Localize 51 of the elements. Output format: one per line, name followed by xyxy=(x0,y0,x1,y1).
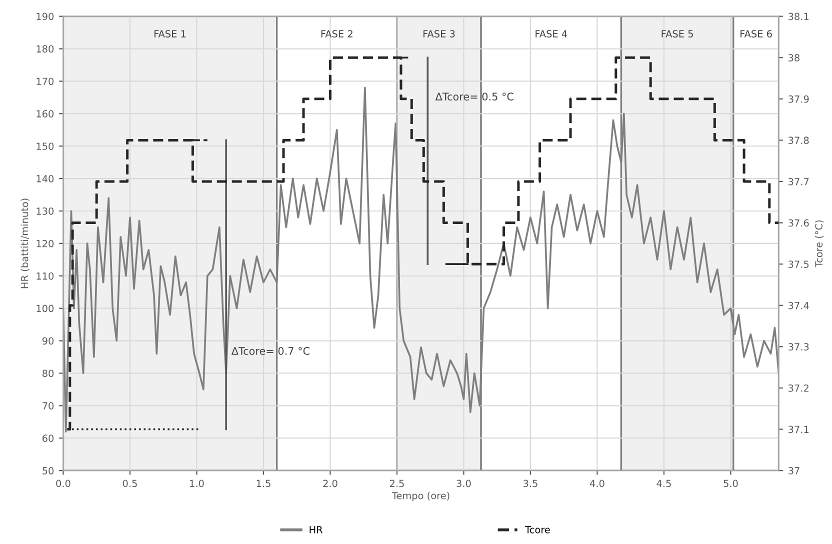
y2-axis-title: Tcore (°C) xyxy=(814,220,824,268)
y2-tick-label: 37 xyxy=(788,467,800,474)
band-label: FASE 2 xyxy=(321,30,352,38)
x-tick-label: 1.0 xyxy=(190,480,204,488)
y2-tick-label: 37.3 xyxy=(788,343,809,351)
y2-tick-label: 37.7 xyxy=(788,178,809,186)
y-tick-label: 60 xyxy=(42,434,54,442)
legend-label: Tcore xyxy=(525,526,550,534)
y2-tick-label: 38 xyxy=(788,54,800,62)
y-tick-label: 180 xyxy=(36,45,54,53)
x-tick-label: 3.0 xyxy=(456,480,471,488)
band-label: FASE 6 xyxy=(740,30,772,38)
x-tick-label: 2.0 xyxy=(323,480,338,488)
y-tick-label: 80 xyxy=(42,370,54,378)
y2-tick-label: 37.8 xyxy=(788,136,809,144)
band-label: FASE 5 xyxy=(662,30,693,38)
x-tick-label: 4.5 xyxy=(656,480,671,488)
y2-tick-label: 38.1 xyxy=(788,12,809,20)
y-tick-label: 190 xyxy=(36,12,54,20)
y-tick-label: 120 xyxy=(36,240,54,248)
y2-tick-label: 37.2 xyxy=(788,384,808,392)
y2-tick-label: 37.5 xyxy=(788,260,809,268)
y-tick-label: 100 xyxy=(36,304,54,312)
y2-tick-label: 37.1 xyxy=(788,426,809,434)
y-tick-label: 50 xyxy=(42,467,54,474)
x-tick-label: 5.0 xyxy=(724,480,738,488)
y2-tick-label: 37.4 xyxy=(788,302,809,310)
y2-tick-label: 37.6 xyxy=(788,219,809,227)
x-tick-label: 3.5 xyxy=(523,480,538,488)
band-label: FASE 1 xyxy=(154,30,186,38)
y2-tick-label: 37.9 xyxy=(788,95,809,103)
y-tick-label: 110 xyxy=(36,272,54,280)
x-tick-label: 4.0 xyxy=(590,480,604,488)
y-tick-label: 170 xyxy=(36,78,54,86)
x-tick-label: 2.5 xyxy=(390,480,404,488)
y-tick-label: 160 xyxy=(36,110,54,118)
y-tick-label: 130 xyxy=(36,207,54,215)
y-tick-label: 90 xyxy=(42,337,54,345)
band-label: FASE 3 xyxy=(423,30,455,38)
x-axis-title: Tempo (ore) xyxy=(392,492,450,502)
y-tick-label: 70 xyxy=(42,402,54,410)
y-tick-label: 140 xyxy=(36,175,54,182)
band-label: FASE 4 xyxy=(536,30,568,38)
legend-label: HR xyxy=(310,526,323,534)
x-tick-label: 0.5 xyxy=(122,480,137,488)
x-tick-label: 0.0 xyxy=(56,480,70,488)
y-tick-label: 150 xyxy=(36,142,54,150)
x-tick-label: 1.5 xyxy=(256,480,270,488)
annotation: ΔTcore= 0.7 °C xyxy=(231,347,310,355)
y-axis-title: HR (battiti/minuto) xyxy=(20,198,30,288)
annotation: ΔTcore= 0.5 °C xyxy=(435,92,514,101)
